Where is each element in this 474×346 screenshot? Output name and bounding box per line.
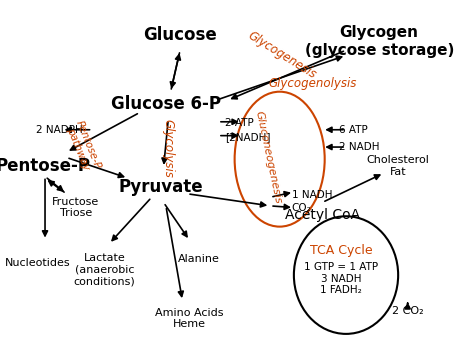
Text: Alanine: Alanine <box>178 255 220 264</box>
Text: Acetyl CoA: Acetyl CoA <box>285 208 360 221</box>
Text: Lactate
(anaerobic
conditions): Lactate (anaerobic conditions) <box>73 253 135 286</box>
Text: Cholesterol
Fat: Cholesterol Fat <box>367 155 429 177</box>
Text: CO₂: CO₂ <box>292 203 311 212</box>
Text: 1 GTP = 1 ATP
3 NADH
1 FADH₂: 1 GTP = 1 ATP 3 NADH 1 FADH₂ <box>304 262 378 295</box>
Text: Glycolysis: Glycolysis <box>162 119 175 178</box>
Text: Pentose-P
pathway: Pentose-P pathway <box>64 119 102 175</box>
Text: 2 ATP: 2 ATP <box>225 118 254 128</box>
Text: Pentose-P: Pentose-P <box>0 157 90 175</box>
Text: Glycogenolysis: Glycogenolysis <box>269 76 357 90</box>
Text: Nucleotides: Nucleotides <box>5 258 71 268</box>
Text: TCA Cycle: TCA Cycle <box>310 244 373 257</box>
Text: Fructose
Triose: Fructose Triose <box>52 197 100 218</box>
Text: Glucose: Glucose <box>143 26 217 44</box>
Text: Gluconeogenesis: Gluconeogenesis <box>253 110 283 205</box>
Text: [2NADH]: [2NADH] <box>225 132 271 142</box>
Text: 2 NADH: 2 NADH <box>339 142 379 152</box>
Text: Glycogen
(glycose storage): Glycogen (glycose storage) <box>304 25 454 58</box>
Text: 1 NADH: 1 NADH <box>292 191 332 200</box>
Text: Amino Acids
Heme: Amino Acids Heme <box>155 308 224 329</box>
Text: 6 ATP: 6 ATP <box>339 125 368 135</box>
Text: 2 NADPH: 2 NADPH <box>36 125 83 135</box>
Text: Glycogenesis: Glycogenesis <box>246 29 319 82</box>
Text: Glucose 6-P: Glucose 6-P <box>111 95 221 113</box>
Text: Pyruvate: Pyruvate <box>119 178 203 196</box>
Text: 2 CO₂: 2 CO₂ <box>392 307 423 316</box>
